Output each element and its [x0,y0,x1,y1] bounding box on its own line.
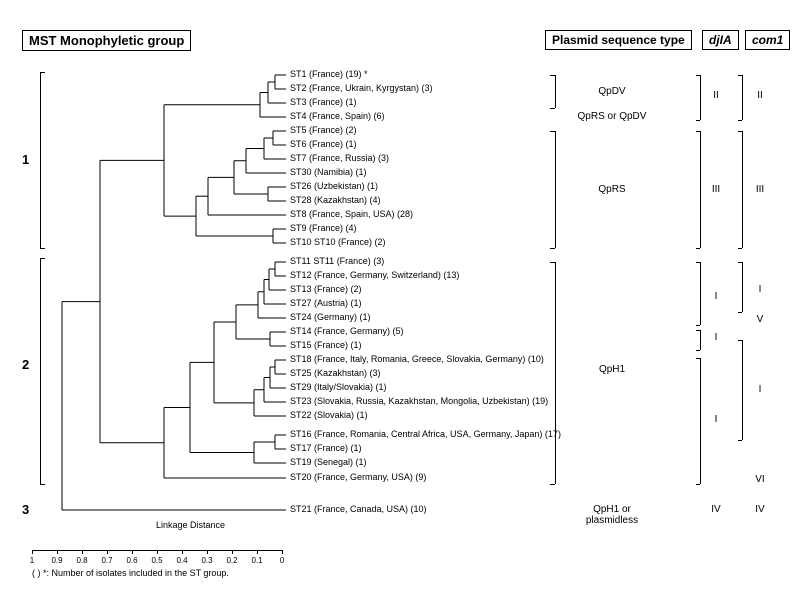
scale-tick-label: 0.2 [226,556,237,565]
figure-root: MST Monophyletic group Plasmid sequence … [0,0,800,599]
leaf-label: ST2 (France, Ukrain, Kyrgystan) (3) [290,84,433,93]
leaf-label: ST30 (Namibia) (1) [290,168,367,177]
scale-tick-label: 0.8 [76,556,87,565]
leaf-label: ST17 (France) (1) [290,444,362,453]
scale-tick-label: 0 [280,556,284,565]
leaf-label: ST16 (France, Romania, Central Africa, U… [290,430,561,439]
com1-label: IV [720,504,800,515]
leaf-label: ST5 (France) (2) [290,126,357,135]
djlA-label: I [676,414,756,425]
scale-tick-label: 0.3 [201,556,212,565]
leaf-label: ST3 (France) (1) [290,98,357,107]
leaf-label: ST18 (France, Italy, Romania, Greece, Sl… [290,355,544,364]
leaf-label: ST29 (Italy/Slovakia) (1) [290,383,387,392]
leaf-label: ST28 (Kazakhstan) (4) [290,196,381,205]
scale-tick-label: 0.6 [126,556,137,565]
leaf-label: ST22 (Slovakia) (1) [290,411,368,420]
linkage-distance-label: Linkage Distance [156,520,225,530]
leaf-label: ST12 (France, Germany, Switzerland) (13) [290,271,459,280]
scale-tick-label: 0.9 [51,556,62,565]
com1-label: I [720,284,800,295]
plasmid-label: QpRS or QpDV [572,111,652,122]
scale-tick-label: 0.7 [101,556,112,565]
leaf-label: ST27 (Austria) (1) [290,299,362,308]
leaf-label: ST10 ST10 (France) (2) [290,238,386,247]
scale-tick-label: 0.1 [251,556,262,565]
leaf-label: ST23 (Slovakia, Russia, Kazakhstan, Mong… [290,397,548,406]
plasmid-label: QpH1 [572,364,652,375]
leaf-label: ST1 (France) (19) * [290,70,368,79]
com1-label: III [720,184,800,195]
group-number: 2 [22,357,29,372]
leaf-label: ST9 (France) (4) [290,224,357,233]
leaf-label: ST15 (France) (1) [290,341,362,350]
leaf-label: ST14 (France, Germany) (5) [290,327,404,336]
leaf-label: ST11 ST11 (France) (3) [290,257,384,266]
leaf-label: ST7 (France, Russia) (3) [290,154,389,163]
plasmid-label: QpRS [572,184,652,195]
com1-label: II [720,90,800,101]
leaf-label: ST24 (Germany) (1) [290,313,371,322]
com1-label: I [720,384,800,395]
scale-tick-label: 0.5 [151,556,162,565]
scale-tick-label: 1 [30,556,34,565]
leaf-label: ST20 (France, Germany, USA) (9) [290,473,426,482]
plasmid-label: QpH1 or plasmidless [572,504,652,526]
com1-label: V [720,314,800,325]
scale-tick-label: 0.4 [176,556,187,565]
leaf-label: ST13 (France) (2) [290,285,362,294]
group-number: 1 [22,152,29,167]
leaf-label: ST4 (France, Spain) (6) [290,112,385,121]
djlA-label: I [676,332,756,343]
group-number: 3 [22,502,29,517]
leaf-label: ST26 (Uzbekistan) (1) [290,182,378,191]
footnote: ( ) *: Number of isolates included in th… [32,568,229,578]
leaf-label: ST6 (France) (1) [290,140,357,149]
leaf-label: ST21 (France, Canada, USA) (10) [290,505,427,514]
plasmid-label: QpDV [572,86,652,97]
com1-label: VI [720,474,800,485]
leaf-label: ST19 (Senegal) (1) [290,458,367,467]
leaf-label: ST25 (Kazakhstan) (3) [290,369,381,378]
leaf-label: ST8 (France, Spain, USA) (28) [290,210,413,219]
